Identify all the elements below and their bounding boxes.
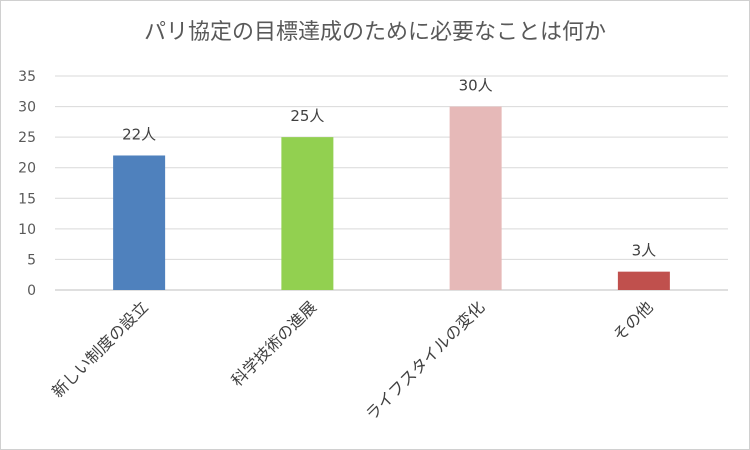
category-labels: 新しい制度の設立 科学技術の進展 ライフスタイルの変化 その他 — [48, 297, 657, 424]
y-tick-label: 30 — [18, 100, 36, 116]
y-tick-label: 5 — [27, 252, 36, 268]
category-label: 科学技術の進展 — [228, 297, 321, 390]
y-tick-label: 20 — [18, 161, 36, 177]
y-tick-label: 10 — [18, 222, 36, 238]
category-label: ライフスタイルの変化 — [362, 297, 489, 424]
y-tick-label: 0 — [27, 283, 36, 299]
y-axis-ticks: 0 5 10 15 20 25 30 35 — [18, 69, 36, 299]
category-label: 新しい制度の設立 — [48, 297, 152, 401]
gridlines — [55, 75, 728, 291]
y-tick-label: 25 — [18, 130, 36, 146]
bar-1 — [113, 155, 166, 290]
y-tick-label: 15 — [18, 191, 36, 207]
chart-title: パリ協定の目標達成のために必要なことは何か — [143, 20, 606, 45]
category-label: その他 — [609, 297, 656, 344]
bar-2 — [281, 137, 334, 290]
bar-4 — [617, 271, 670, 290]
y-tick-label: 35 — [18, 69, 36, 85]
data-label: 25人 — [290, 107, 324, 125]
data-labels: 22人 25人 30人 3人 — [122, 77, 656, 260]
bar-3 — [449, 106, 502, 290]
data-label: 30人 — [459, 77, 493, 95]
bars — [113, 106, 670, 290]
data-label: 3人 — [632, 242, 657, 260]
data-label: 22人 — [122, 125, 156, 143]
